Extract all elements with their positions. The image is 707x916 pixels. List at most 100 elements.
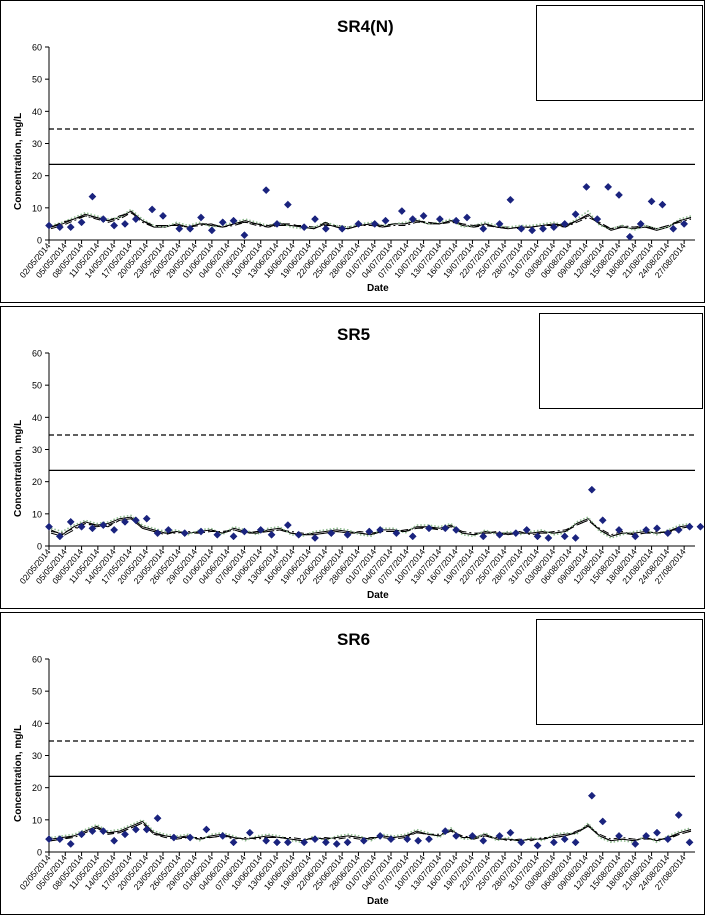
- y-axis-label: Concentration, mg/L: [13, 112, 24, 210]
- observed-point: [273, 219, 281, 228]
- observed-point: [495, 831, 504, 840]
- observed-point: [560, 219, 569, 228]
- series-line: [50, 212, 692, 230]
- observed-point: [615, 831, 623, 840]
- observed-point: [153, 529, 162, 538]
- chart-title: SR5: [337, 325, 371, 344]
- observed-point: [680, 219, 689, 228]
- observed-point: [669, 224, 678, 233]
- observed-point: [452, 216, 461, 225]
- observed-point: [653, 524, 661, 533]
- observed-point: [229, 838, 238, 847]
- observed-point: [311, 835, 319, 844]
- observed-point: [587, 485, 596, 494]
- y-tick-label: 20: [32, 477, 42, 487]
- observed-point: [240, 527, 249, 536]
- observed-point: [148, 205, 157, 214]
- observed-point: [615, 525, 623, 534]
- observed-point: [343, 838, 352, 847]
- observed-point: [321, 838, 330, 847]
- chart-svg-sr5: 010203040506002/05/201405/05/201408/05/2…: [18, 349, 705, 586]
- observed-point: [256, 525, 265, 534]
- observed-point: [159, 211, 167, 220]
- observed-point: [674, 525, 683, 534]
- y-tick-label: 60: [32, 655, 42, 665]
- observed-point: [55, 835, 64, 844]
- observed-point: [262, 186, 271, 195]
- observed-point: [392, 529, 401, 538]
- y-tick-label: 60: [32, 43, 42, 53]
- observed-point: [311, 215, 319, 224]
- y-tick-label: 30: [32, 139, 42, 149]
- observed-point: [387, 835, 395, 844]
- observed-point: [495, 530, 504, 539]
- observed-point: [283, 200, 292, 209]
- y-tick-label: 40: [32, 413, 42, 423]
- observed-point: [598, 516, 607, 525]
- observed-point: [131, 215, 140, 224]
- y-tick-label: 50: [32, 687, 42, 697]
- observed-point: [549, 838, 558, 847]
- observed-point: [479, 836, 488, 845]
- observed-point: [186, 833, 195, 842]
- observed-point: [663, 529, 672, 538]
- observed-point: [452, 525, 461, 534]
- observed-point: [142, 825, 151, 834]
- observed-point: [262, 836, 271, 845]
- observed-point: [370, 219, 379, 228]
- x-axis-label: Date: [367, 590, 389, 601]
- observed-point: [55, 223, 64, 232]
- chart-svg-sr4n: 010203040506002/05/201405/05/201408/05/2…: [18, 43, 695, 280]
- observed-point: [463, 213, 471, 222]
- observed-point: [625, 232, 634, 241]
- y-tick-label: 60: [32, 349, 42, 359]
- observed-point: [186, 224, 195, 233]
- observed-point: [528, 226, 537, 235]
- observed-point: [506, 828, 515, 837]
- observed-point: [696, 522, 705, 531]
- observed-point: [506, 195, 515, 204]
- series-line: [50, 818, 692, 844]
- observed-point: [479, 532, 488, 541]
- observed-point: [517, 838, 526, 847]
- observed-point: [197, 213, 205, 222]
- y-tick-label: 40: [32, 107, 42, 117]
- observed-point: [77, 830, 86, 839]
- observed-point: [674, 811, 683, 819]
- y-axis-label: Concentration, mg/L: [13, 419, 24, 517]
- observed-point: [636, 219, 645, 228]
- observed-point: [197, 527, 205, 536]
- observed-point: [267, 530, 276, 539]
- legend: [536, 619, 703, 725]
- observed-point: [539, 224, 547, 233]
- observed-point: [245, 828, 254, 837]
- observed-point: [642, 525, 651, 534]
- observed-point: [642, 831, 651, 840]
- observed-point: [658, 200, 667, 209]
- observed-point: [425, 524, 433, 533]
- chart-panel-sr5: 0 10 20 30 40 50 60 02/05/2014 05/05/2014 08/05/2…: [0, 306, 705, 609]
- observed-point: [99, 827, 108, 836]
- observed-point: [549, 223, 558, 232]
- x-axis-label: Date: [367, 283, 389, 294]
- observed-point: [408, 532, 417, 541]
- observed-point: [376, 831, 385, 840]
- observed-point: [283, 838, 292, 847]
- observed-point: [240, 231, 249, 240]
- observed-point: [403, 835, 412, 844]
- observed-point: [131, 516, 140, 525]
- observed-point: [55, 532, 64, 541]
- observed-point: [121, 830, 129, 839]
- observed-point: [164, 525, 173, 534]
- observed-point: [560, 532, 569, 541]
- observed-point: [110, 836, 119, 845]
- observed-point: [131, 825, 140, 834]
- observed-point: [533, 841, 542, 850]
- observed-point: [218, 831, 227, 840]
- observed-point: [218, 218, 227, 227]
- observed-point: [273, 838, 281, 847]
- observed-point: [202, 825, 211, 834]
- chart-title: SR6: [337, 630, 371, 649]
- observed-point: [593, 215, 602, 224]
- observed-point: [631, 840, 640, 848]
